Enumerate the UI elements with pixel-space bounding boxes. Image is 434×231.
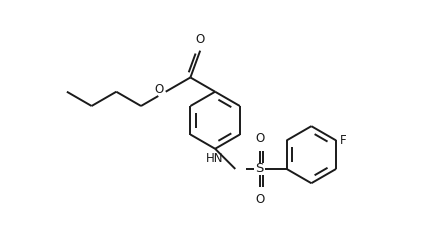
- Text: O: O: [254, 193, 263, 206]
- Text: O: O: [154, 83, 163, 96]
- Text: F: F: [339, 134, 346, 147]
- Text: O: O: [195, 33, 204, 46]
- Text: HN: HN: [206, 152, 223, 165]
- Text: S: S: [255, 162, 263, 176]
- Text: O: O: [254, 132, 263, 145]
